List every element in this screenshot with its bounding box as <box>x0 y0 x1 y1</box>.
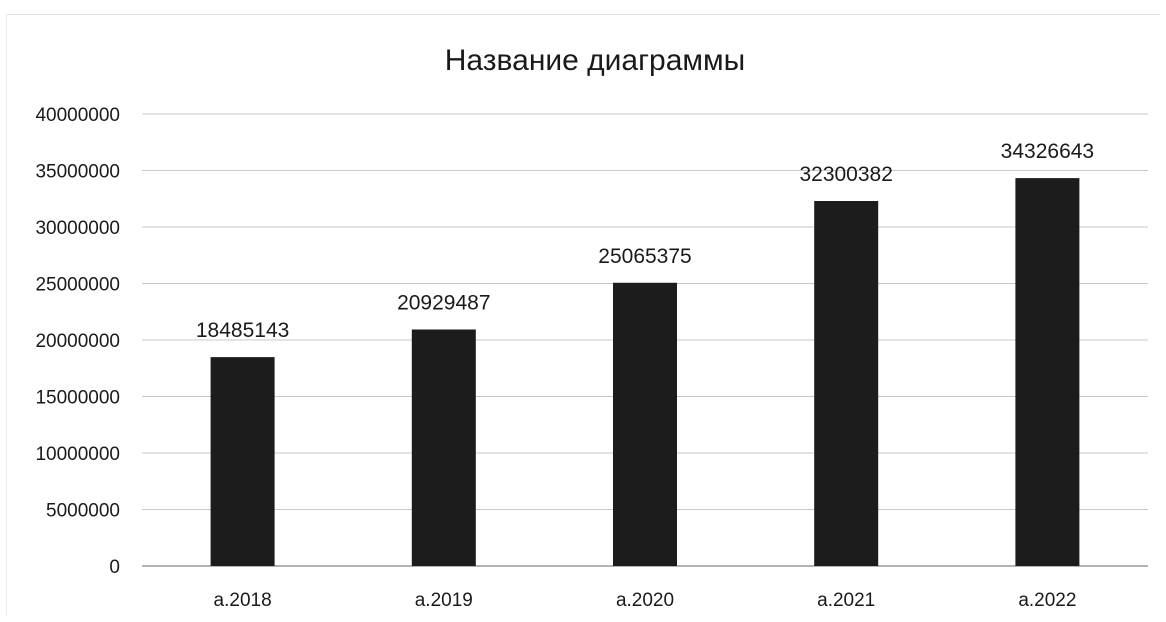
y-tick-label: 30000000 <box>35 218 120 239</box>
y-tick-label: 10000000 <box>35 444 120 465</box>
bar <box>411 329 476 566</box>
x-tick-label: a.2018 <box>214 590 272 611</box>
y-tick-label: 0 <box>109 557 120 578</box>
bar <box>814 201 879 566</box>
x-tick-label: a.2019 <box>415 590 473 611</box>
data-label: 34326643 <box>1001 140 1094 163</box>
y-tick-label: 15000000 <box>35 388 120 409</box>
x-tick-label: a.2021 <box>817 590 875 611</box>
data-label: 18485143 <box>196 319 289 342</box>
data-label: 32300382 <box>799 163 892 186</box>
data-labels: 18485143 20929487 25065375 32300382 34326643 <box>196 140 1094 342</box>
chart-title: Название диаграммы <box>445 44 745 77</box>
data-label: 20929487 <box>397 291 490 314</box>
x-tick-label: a.2022 <box>1018 590 1076 611</box>
chart-frame <box>6 14 1160 616</box>
data-label: 25065375 <box>598 245 691 268</box>
y-tick-label: 5000000 <box>46 501 120 522</box>
x-axis-ticks: a.2018 a.2019 a.2020 a.2021 a.2022 <box>214 590 1077 611</box>
y-axis-ticks: 0 5000000 10000000 15000000 20000000 25000000… <box>35 105 120 578</box>
y-tick-label: 25000000 <box>35 275 120 296</box>
y-tick-label: 35000000 <box>35 162 120 183</box>
y-tick-label: 20000000 <box>35 331 120 352</box>
bars <box>210 178 1080 566</box>
x-tick-label: a.2020 <box>616 590 674 611</box>
bar <box>613 282 677 566</box>
y-tick-label: 40000000 <box>35 105 120 126</box>
bar <box>210 357 275 566</box>
bar <box>1015 178 1080 566</box>
